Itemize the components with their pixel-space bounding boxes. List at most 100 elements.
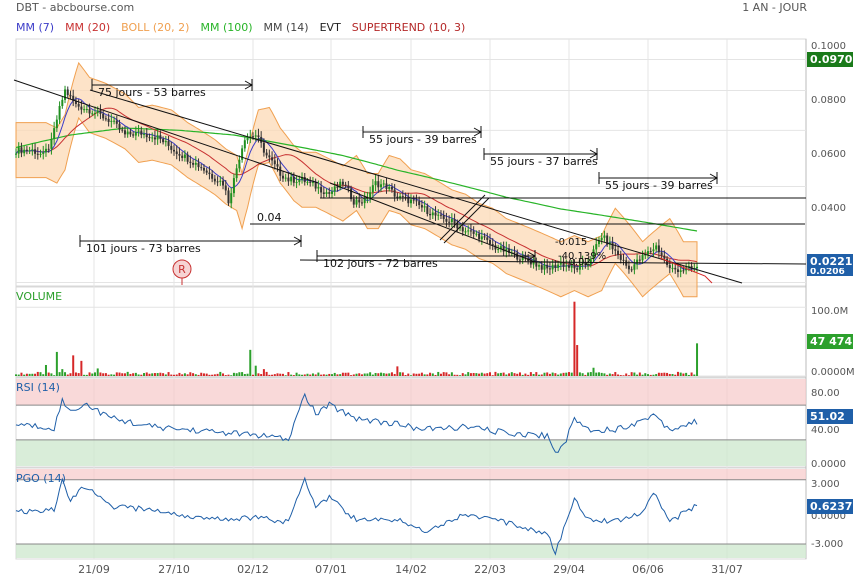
volume-bar	[224, 375, 227, 376]
candle-body	[298, 179, 301, 183]
y-tick-price-1: 0.1000	[811, 41, 846, 52]
volume-bar	[341, 372, 344, 376]
candle-body	[671, 267, 674, 269]
candle-body	[333, 186, 336, 192]
volume-bar	[578, 372, 581, 376]
candle-body	[200, 167, 203, 169]
candle-body	[74, 100, 77, 104]
candle-body	[110, 120, 113, 122]
candle-body	[649, 251, 652, 253]
candle-body	[317, 186, 320, 189]
candle-body	[118, 123, 121, 130]
volume-bar	[426, 374, 429, 376]
pgo-panel[interactable]	[15, 469, 806, 558]
candle-body	[636, 259, 639, 265]
candle-body	[344, 184, 347, 186]
volume-bar	[608, 373, 611, 376]
candle-body	[311, 182, 314, 184]
candle-body	[241, 148, 244, 160]
candle-body	[472, 231, 475, 234]
volume-bar	[554, 373, 557, 376]
volume-bar	[23, 374, 26, 376]
volume-bar	[235, 373, 238, 376]
annotations: 75 jours - 53 barres 55 jours - 39 barres…	[13, 79, 807, 285]
legend-evt[interactable]: EVT	[319, 21, 341, 34]
candle-body	[123, 130, 126, 135]
candle-body	[434, 212, 437, 216]
legend-supertrend[interactable]: SUPERTREND (10, 3)	[351, 21, 466, 34]
candle-body	[339, 181, 342, 188]
candle-body	[543, 264, 546, 270]
candle-body	[448, 221, 451, 223]
volume-bar	[437, 371, 440, 376]
arrow-head-0	[244, 80, 254, 90]
legend-mm100[interactable]: MM (100)	[200, 21, 253, 34]
rsi-panel[interactable]	[15, 379, 806, 466]
legend-mm14[interactable]: MM (14)	[263, 21, 309, 34]
volume-bar	[516, 373, 519, 376]
candle-body	[252, 136, 254, 138]
legend-mm20[interactable]: MM (20)	[65, 21, 111, 34]
candle-body	[382, 183, 385, 185]
r-marker-letter: R	[178, 263, 186, 276]
candle-body	[600, 237, 603, 241]
volume-bar	[317, 372, 320, 376]
x-tick-1: 21/09	[78, 563, 110, 576]
volume-bar	[238, 372, 241, 376]
candle-body	[301, 177, 304, 180]
volume-bar	[423, 374, 426, 376]
volume-bar	[328, 373, 331, 376]
volume-bar	[17, 374, 20, 376]
candle-body	[578, 264, 581, 270]
candle-body	[489, 239, 491, 245]
price-panel[interactable]	[15, 61, 699, 298]
volume-panel[interactable]	[15, 301, 699, 376]
trendline-4	[299, 259, 561, 263]
volume-bar	[418, 373, 421, 376]
candle-body	[64, 89, 67, 100]
candle-body	[652, 249, 655, 252]
volume-bar	[360, 374, 363, 376]
y-tick-rsi-1: 80.00	[811, 388, 840, 399]
volume-bar	[350, 375, 353, 376]
candle-body	[243, 140, 246, 149]
volume-bar	[243, 373, 246, 376]
candle-body	[358, 199, 361, 203]
candle-body	[456, 223, 459, 229]
candle-body	[58, 106, 61, 120]
candle-body	[331, 191, 333, 194]
volume-bar	[600, 372, 603, 376]
candle-body	[480, 236, 483, 240]
volume-bar	[448, 374, 451, 376]
candle-body	[25, 149, 28, 152]
rsi-line	[15, 392, 698, 453]
arrow-head-4	[293, 236, 303, 246]
volume-bar	[331, 374, 333, 376]
candle-body	[257, 135, 260, 137]
candle-body	[638, 259, 641, 261]
y-tick-volume-2: 0.0000M	[811, 367, 855, 378]
candle-body	[151, 137, 154, 139]
candle-body	[262, 142, 265, 153]
volume-bar	[660, 372, 663, 376]
volume-bar	[611, 374, 614, 376]
candle-body	[627, 265, 630, 270]
volume-bar	[222, 373, 225, 376]
volume-bar	[693, 374, 696, 376]
legend-mm7[interactable]: MM (7)	[16, 21, 55, 34]
candle-body	[306, 181, 309, 183]
candle-body	[668, 265, 671, 269]
x-tick-3: 02/12	[237, 563, 269, 576]
volume-bar	[167, 372, 170, 376]
legend-boll[interactable]: BOLL (20, 2)	[121, 21, 190, 34]
volume-bar	[369, 372, 372, 376]
candle-body	[363, 198, 366, 204]
period-label[interactable]: 1 AN - JOUR	[742, 1, 807, 14]
volume-bar	[380, 372, 383, 376]
candle-body	[453, 218, 456, 224]
volume-bar	[472, 372, 475, 376]
volume-bar	[475, 373, 478, 376]
volume-bar	[50, 373, 53, 376]
volume-bar	[540, 374, 543, 376]
volume-bar	[453, 374, 456, 376]
